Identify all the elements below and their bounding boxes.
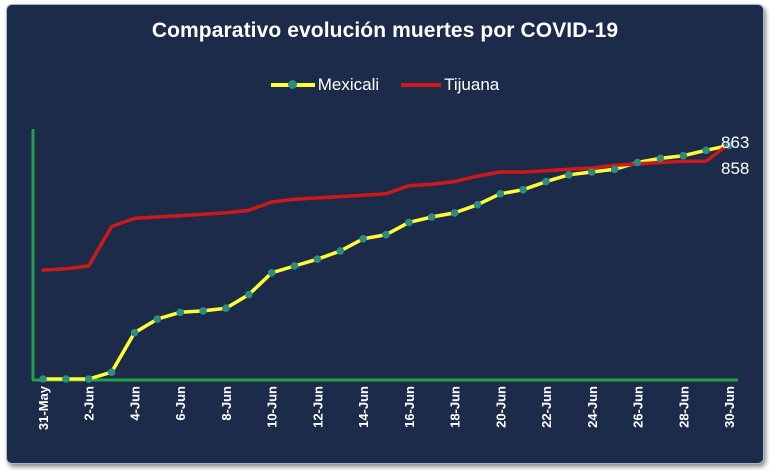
point-mexicali-8-Jun	[222, 304, 230, 313]
point-mexicali-24-Jun	[588, 168, 596, 176]
x-tick-label-10-Jun: 10-Jun	[265, 386, 280, 428]
end-label-mexicali: 858	[721, 159, 750, 178]
point-mexicali-13-Jun	[336, 247, 345, 255]
legend-item-tijuana: Tijuana	[401, 75, 499, 95]
legend-swatch-mexicali	[270, 80, 315, 89]
point-mexicali-11-Jun	[290, 262, 299, 270]
x-tick-label-4-Jun: 4-Jun	[128, 386, 143, 421]
chart-title: Comparativo evolución muertes por COVID-…	[151, 19, 619, 42]
x-tick-label-20-Jun: 20-Jun	[493, 386, 508, 428]
point-mexicali-31-May	[39, 375, 47, 383]
x-tick-label-2-Jun: 2-Jun	[82, 386, 97, 421]
legend-item-mexicali: Mexicali	[270, 75, 380, 95]
point-mexicali-19-Jun	[473, 200, 482, 209]
point-mexicali-12-Jun	[313, 255, 322, 263]
point-mexicali-9-Jun	[245, 290, 253, 299]
x-tick-label-28-Jun: 28-Jun	[676, 386, 691, 428]
point-mexicali-7-Jun	[199, 307, 207, 315]
x-tick-label-6-Jun: 6-Jun	[173, 386, 188, 421]
x-tick-label-8-Jun: 8-Jun	[219, 386, 234, 421]
point-mexicali-28-Jun	[679, 151, 688, 160]
series-line-mexicali	[41, 143, 731, 381]
point-mexicali-22-Jun	[542, 177, 550, 186]
point-mexicali-26-Jun	[633, 158, 642, 167]
point-mexicali-29-Jun	[702, 146, 710, 155]
x-tick-label-14-Jun: 14-Jun	[356, 386, 371, 428]
point-mexicali-18-Jun	[450, 209, 459, 217]
point-mexicali-16-Jun	[405, 218, 413, 227]
point-mexicali-21-Jun	[519, 185, 527, 194]
legend-label-tijuana: Tijuana	[444, 75, 500, 94]
point-mexicali-30-Jun	[725, 141, 733, 150]
x-tick-label-16-Jun: 16-Jun	[402, 386, 417, 428]
point-mexicali-3-Jun	[107, 368, 116, 377]
point-mexicali-25-Jun	[610, 165, 619, 174]
point-mexicali-6-Jun	[176, 308, 184, 317]
x-tick-label-30-Jun: 30-Jun	[722, 386, 737, 428]
x-tick-label-24-Jun: 24-Jun	[585, 386, 600, 428]
x-tick-label-26-Jun: 26-Jun	[631, 386, 646, 428]
point-mexicali-15-Jun	[382, 230, 390, 239]
point-mexicali-20-Jun	[496, 190, 505, 198]
x-tick-label-18-Jun: 18-Jun	[448, 386, 463, 428]
point-mexicali-17-Jun	[427, 213, 436, 221]
point-mexicali-14-Jun	[359, 235, 367, 243]
end-label-tijuana: 863	[721, 133, 750, 152]
point-mexicali-23-Jun	[565, 171, 573, 179]
point-mexicali-1-Jun	[62, 375, 70, 383]
legend-swatch-tijuana	[401, 83, 442, 87]
point-mexicali-4-Jun	[130, 328, 139, 337]
point-mexicali-2-Jun	[84, 375, 93, 383]
x-tick-label-31-May: 31-May	[36, 385, 51, 430]
point-mexicali-5-Jun	[153, 315, 162, 323]
point-mexicali-27-Jun	[656, 154, 665, 163]
x-tick-label-12-Jun: 12-Jun	[310, 386, 325, 428]
point-mexicali-10-Jun	[267, 269, 276, 277]
x-tick-label-22-Jun: 22-Jun	[539, 386, 554, 428]
chart-legend: Mexicali Tijuana	[0, 75, 770, 95]
legend-label-mexicali: Mexicali	[317, 75, 380, 94]
series-line-tijuana	[41, 142, 731, 272]
